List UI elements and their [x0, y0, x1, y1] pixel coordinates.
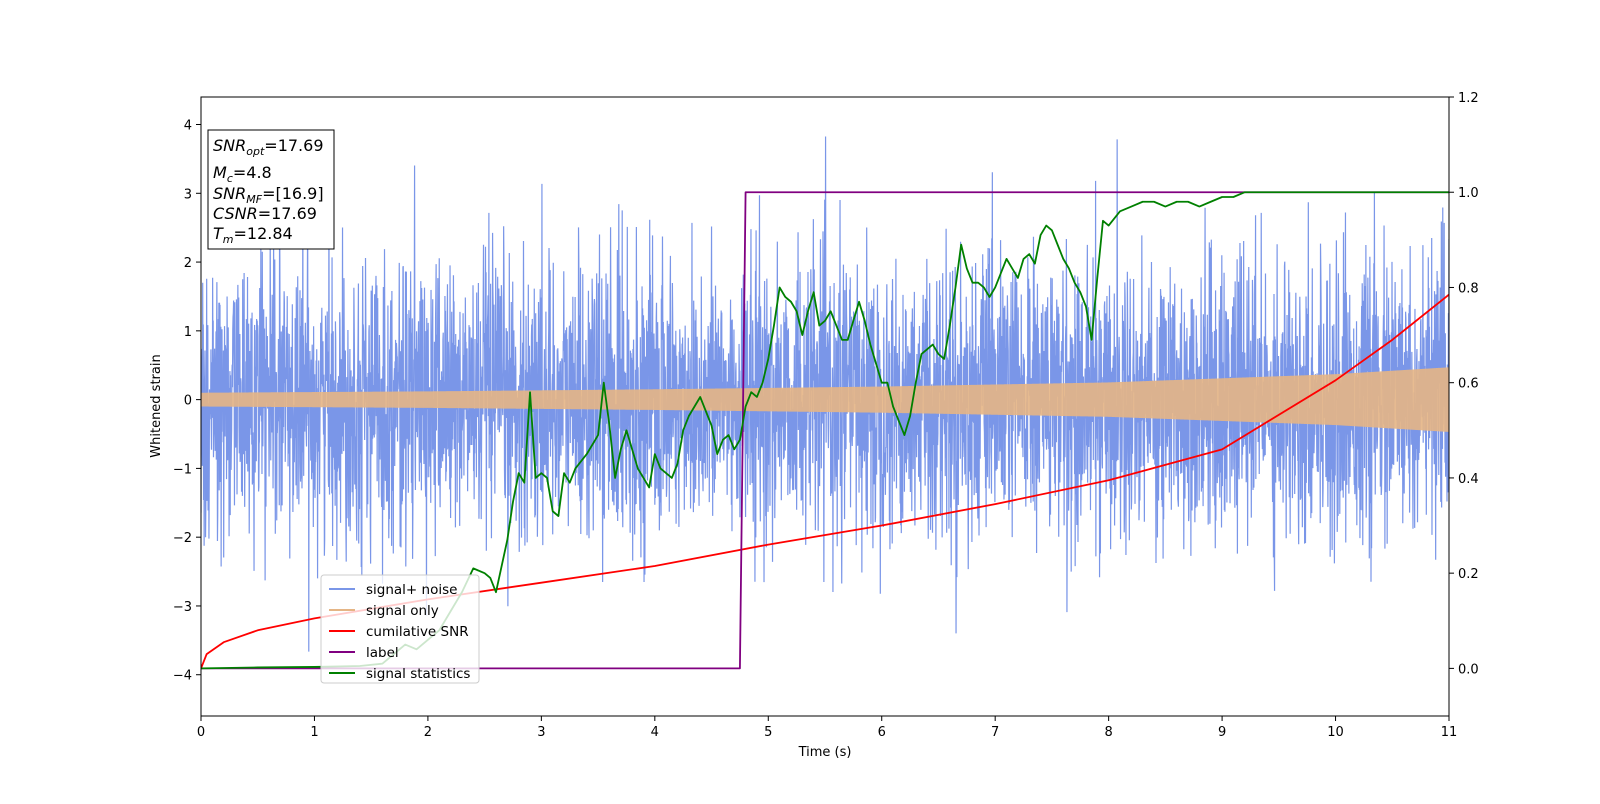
x-tick-label: 8 [1104, 725, 1112, 740]
legend: signal+ noise signal only cumilative SNR la… [320, 574, 480, 684]
y-tick-label: −2 [173, 531, 192, 546]
y2-tick-label: 1.2 [1458, 91, 1479, 106]
x-tick-label: 6 [878, 725, 886, 740]
y-tick-label: −1 [173, 462, 192, 477]
series-signal-noise-line [201, 136, 1449, 652]
legend-frame [320, 574, 480, 684]
x-axis: 0 1 2 3 4 5 6 7 8 9 10 11 [197, 716, 1457, 740]
legend-label: signal+ noise [366, 582, 457, 598]
legend-label: label [366, 645, 399, 661]
info-box: SNRopt=17.69 Mc=4.8SNRMF=[16.9]CSNR=17.69… [207, 129, 335, 250]
series-signal-statistics-line [201, 191, 1449, 670]
plot-area-frame [200, 96, 1450, 717]
y-tick-label: −3 [173, 600, 192, 615]
y2-tick-label: 0.4 [1458, 472, 1479, 487]
x-axis-title: Time (s) [798, 745, 852, 760]
x-tick-label: 0 [197, 725, 205, 740]
x-tick-label: 5 [764, 725, 772, 740]
y-tick-label: 3 [184, 187, 192, 202]
y2-tick-label: 0.8 [1458, 281, 1479, 296]
legend-label: signal only [366, 603, 439, 619]
x-tick-label: 7 [991, 725, 999, 740]
info-box-line: SNRopt=17.69 [213, 136, 324, 158]
y2-tick-label: 0.2 [1458, 567, 1479, 582]
x-tick-label: 2 [424, 725, 432, 740]
y-axis-title: Whitened strain [149, 354, 164, 457]
series-cumulative-snr-line [201, 293, 1449, 669]
info-box-line: SNRMF=[16.9] [213, 184, 324, 206]
info-box-line: Mc=4.8 [213, 163, 272, 185]
x-tick-label: 4 [651, 725, 659, 740]
info-box-line: Tm=12.84 [213, 224, 293, 246]
info-box-frame [207, 129, 335, 250]
x-tick-label: 11 [1441, 725, 1458, 740]
x-tick-label: 3 [537, 725, 545, 740]
series-signal-only-line [201, 367, 1449, 432]
info-box-line: CSNR=17.69 [213, 204, 317, 223]
x-tick-label: 9 [1218, 725, 1226, 740]
y-axis-left: −4 −3 −2 −1 0 1 2 3 4 [173, 119, 201, 684]
y-tick-label: 2 [184, 256, 192, 271]
y-axis-right: 0.0 0.2 0.4 0.6 0.8 1.0 1.2 [1449, 91, 1479, 677]
x-tick-label: 10 [1327, 725, 1344, 740]
legend-label: signal statistics [366, 666, 470, 682]
y-tick-label: −4 [173, 669, 192, 684]
y2-tick-label: 0.0 [1458, 662, 1479, 677]
y-tick-label: 4 [184, 119, 192, 134]
y-tick-label: 1 [184, 325, 192, 340]
x-tick-label: 1 [310, 725, 318, 740]
y-tick-label: 0 [184, 394, 192, 409]
legend-label: cumilative SNR [366, 624, 469, 640]
y2-tick-label: 0.6 [1458, 377, 1479, 392]
y2-tick-label: 1.0 [1458, 186, 1479, 201]
